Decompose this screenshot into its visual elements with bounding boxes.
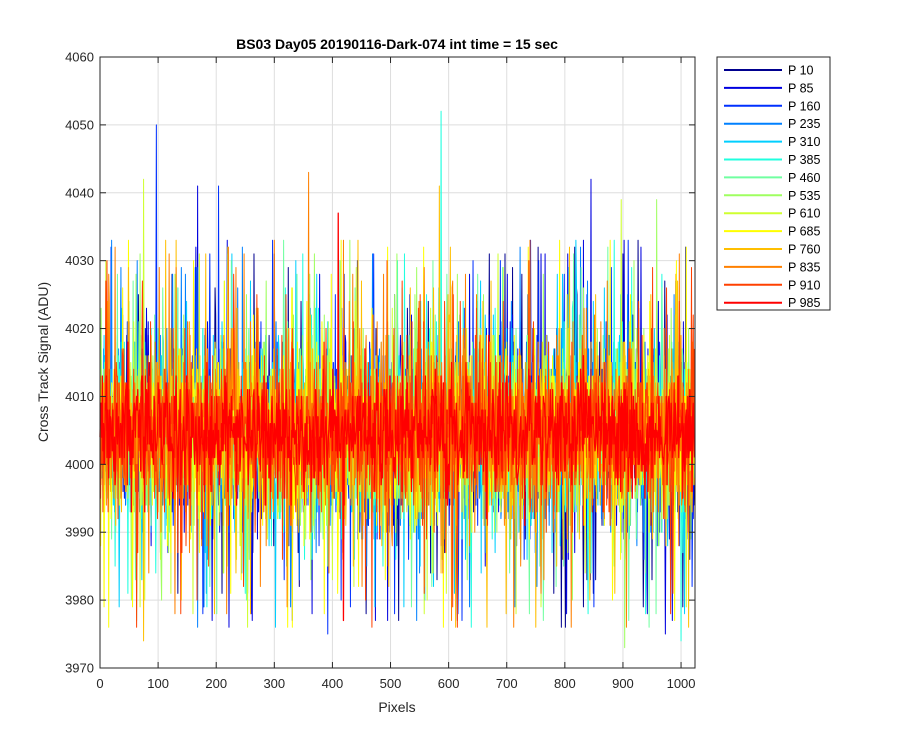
legend-entry: P 685 <box>788 225 820 239</box>
plot-frame <box>99 56 696 669</box>
x-tick-label: 1000 <box>667 676 696 691</box>
ticks: 0 100 200 300 400 500 600 700 800 900 1000 3970 3980… <box>65 50 695 692</box>
legend-entry: P 835 <box>788 260 820 274</box>
legend-entry: P 85 <box>788 81 814 95</box>
legend-entry: P 385 <box>788 153 820 167</box>
chart-title: BS03 Day05 20190116-Dark-074 int time = … <box>236 36 558 52</box>
x-tick-label: 700 <box>496 676 518 691</box>
x-tick-label: 400 <box>322 676 344 691</box>
x-tick-label: 200 <box>205 676 227 691</box>
y-tick-label: 4050 <box>65 117 94 132</box>
y-tick-label: 4020 <box>65 321 94 336</box>
legend-entry: P 985 <box>788 296 820 310</box>
x-tick-label: 500 <box>380 676 402 691</box>
y-axis-label: Cross Track Signal (ADU) <box>35 282 51 442</box>
legend-entry: P 160 <box>788 99 820 113</box>
x-tick-label: 900 <box>612 676 634 691</box>
y-tick-label: 4040 <box>65 185 94 200</box>
legend: P 10 P 85 P 160 P 235 P 310 P 385 P 460 P 535 P … <box>716 56 831 311</box>
x-axis-label: Pixels <box>378 699 415 715</box>
x-tick-label: 600 <box>438 676 460 691</box>
x-tick-label: 100 <box>147 676 169 691</box>
y-tick-label: 4010 <box>65 389 94 404</box>
legend-entry: P 310 <box>788 135 820 149</box>
legend-entry: P 535 <box>788 189 820 203</box>
legend-entry: P 10 <box>788 64 814 78</box>
x-tick-label: 0 <box>96 676 103 691</box>
y-tick-label: 3980 <box>65 593 94 608</box>
legend-entry: P 910 <box>788 278 820 292</box>
y-tick-label: 4030 <box>65 253 94 268</box>
y-tick-label: 4060 <box>65 50 94 65</box>
legend-entry: P 760 <box>788 243 820 257</box>
y-tick-label: 3970 <box>65 661 94 676</box>
y-tick-label: 3990 <box>65 525 94 540</box>
series-line-p-985 <box>99 212 696 622</box>
x-tick-label: 300 <box>263 676 285 691</box>
data-layer <box>99 110 696 649</box>
legend-entry: P 460 <box>788 171 820 185</box>
x-tick-label: 800 <box>554 676 576 691</box>
y-tick-label: 4000 <box>65 457 94 472</box>
legend-entry: P 610 <box>788 207 820 221</box>
legend-entry: P 235 <box>788 117 820 131</box>
